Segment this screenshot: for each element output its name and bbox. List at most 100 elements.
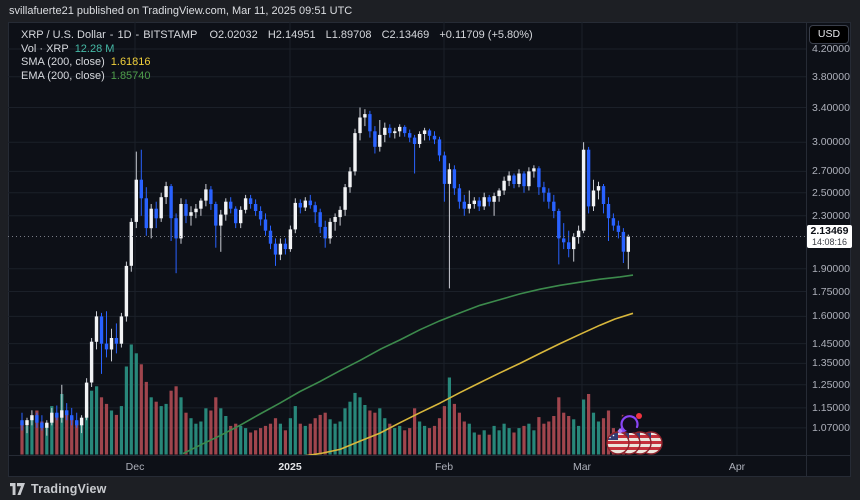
sma-value: 1.61816 bbox=[110, 56, 151, 68]
candle-body bbox=[537, 168, 541, 188]
price-tick-label: 3.40000 bbox=[812, 102, 850, 114]
candle-body bbox=[139, 179, 143, 199]
candle-body bbox=[586, 149, 591, 207]
sma-line bbox=[304, 312, 634, 455]
volume-bar bbox=[582, 399, 586, 455]
volume-bar bbox=[502, 423, 506, 455]
time-tick-label: Apr bbox=[728, 461, 746, 473]
volume-bar bbox=[25, 425, 29, 455]
volume-bar bbox=[557, 397, 561, 455]
volume-bar bbox=[457, 412, 461, 455]
candle-body bbox=[70, 415, 74, 421]
volume-bar bbox=[512, 432, 516, 455]
volume-bar bbox=[209, 410, 213, 455]
candle-body bbox=[596, 186, 601, 191]
volume-label: Vol · XRP bbox=[21, 42, 69, 55]
candle-body bbox=[606, 204, 611, 219]
candle-body bbox=[492, 196, 496, 202]
candle-body bbox=[273, 243, 278, 255]
candle-body bbox=[432, 135, 437, 140]
price-scale[interactable]: 4.20000 3.80000 3.40000 3.00000 2.70000 2.500… bbox=[806, 22, 852, 455]
candle-body bbox=[572, 237, 576, 250]
candle-body bbox=[576, 230, 581, 238]
volume-bar bbox=[542, 423, 546, 455]
candle-body bbox=[204, 189, 208, 201]
volume-bar bbox=[164, 403, 168, 455]
candle-body bbox=[383, 127, 387, 135]
price-tick-label: 1.60000 bbox=[812, 310, 850, 322]
volume-legend-row[interactable]: Vol · XRP 12.28 M bbox=[21, 43, 533, 57]
currency-toggle-button[interactable]: USD bbox=[809, 25, 849, 44]
volume-bar bbox=[338, 421, 342, 455]
candle-body bbox=[373, 131, 377, 147]
ema-legend-row[interactable]: EMA (200, close) 1.85740 bbox=[21, 70, 533, 84]
candle-body bbox=[422, 130, 427, 134]
volume-bar bbox=[537, 417, 541, 455]
volume-bar bbox=[562, 412, 566, 455]
candle-body bbox=[358, 117, 362, 134]
ema-label: EMA (200, close) bbox=[21, 69, 105, 82]
tradingview-brand-link[interactable]: TradingView bbox=[10, 481, 107, 497]
candle-body bbox=[253, 204, 258, 211]
symbol-title: XRP / U.S. Dollar bbox=[21, 29, 106, 41]
us-flag-sticker[interactable] bbox=[606, 431, 663, 455]
volume-bar bbox=[442, 406, 446, 455]
candle-body bbox=[293, 202, 297, 230]
volume-bar bbox=[229, 425, 233, 455]
volume-bar bbox=[99, 397, 104, 455]
volume-bar bbox=[328, 419, 332, 455]
candle-body bbox=[109, 338, 114, 350]
candle-body bbox=[184, 204, 188, 216]
volume-bar bbox=[567, 416, 571, 455]
time-axis[interactable]: Dec 2025 Feb Mar Apr bbox=[8, 455, 806, 477]
volume-bar bbox=[174, 386, 178, 455]
volume-bar bbox=[423, 425, 427, 455]
candle-body bbox=[298, 202, 302, 208]
volume-bar bbox=[492, 425, 496, 455]
candle-body bbox=[472, 200, 476, 204]
candle-body bbox=[437, 139, 442, 156]
volume-bar bbox=[50, 406, 54, 455]
volume-bar bbox=[95, 386, 99, 455]
volume-bar bbox=[333, 423, 337, 455]
sma-legend-row[interactable]: SMA (200, close) 1.61816 bbox=[21, 56, 533, 70]
candle-body bbox=[467, 204, 471, 209]
volume-bar bbox=[487, 434, 491, 455]
candle-body bbox=[527, 171, 531, 187]
cycle-spin-sticker-icon[interactable] bbox=[617, 413, 643, 434]
candle-body bbox=[224, 201, 228, 215]
price-tick-label: 1.35000 bbox=[812, 357, 850, 369]
volume-bar bbox=[30, 417, 34, 455]
volume-bar bbox=[259, 428, 263, 455]
candle-body bbox=[30, 415, 34, 421]
volume-bar bbox=[413, 408, 417, 455]
open-value: O2.02032 bbox=[209, 29, 258, 41]
candle-body bbox=[114, 338, 119, 344]
candle-body bbox=[104, 343, 109, 350]
candle-body bbox=[378, 134, 382, 147]
candle-body bbox=[512, 175, 516, 184]
change-value: +0.11709 (+5.80%) bbox=[439, 29, 533, 41]
volume-bar bbox=[393, 428, 397, 455]
candle-body bbox=[562, 238, 566, 243]
candle-body bbox=[189, 212, 193, 216]
volume-bar bbox=[70, 417, 74, 455]
volume-bar bbox=[308, 423, 312, 455]
volume-bar bbox=[119, 406, 123, 455]
volume-bar bbox=[606, 410, 611, 455]
candle-body bbox=[442, 155, 447, 184]
volume-bar bbox=[124, 366, 128, 455]
symbol-legend-row[interactable]: XRP / U.S. Dollar -1D - BITSTAMP O2.02032 H… bbox=[21, 29, 533, 43]
chart-pane[interactable] bbox=[8, 22, 806, 455]
candle-body bbox=[567, 242, 571, 249]
volume-bar bbox=[40, 421, 44, 455]
volume-bar bbox=[348, 401, 352, 455]
candle-body bbox=[278, 243, 283, 255]
bar-countdown: 14:08:16 bbox=[811, 237, 848, 247]
sticker-group[interactable] bbox=[595, 405, 670, 460]
volume-bar bbox=[527, 423, 531, 455]
volume-bar bbox=[383, 418, 387, 455]
volume-bar bbox=[80, 423, 84, 455]
volume-bar bbox=[144, 381, 148, 455]
volume-bar bbox=[358, 397, 362, 455]
